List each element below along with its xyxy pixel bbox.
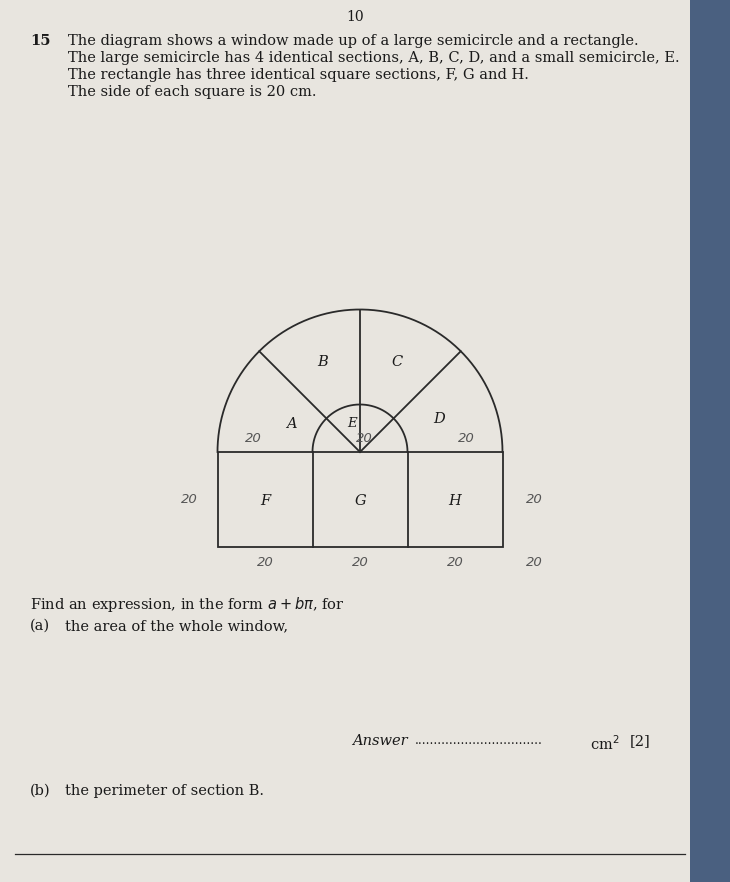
Text: C: C: [391, 355, 403, 370]
Text: D: D: [433, 412, 445, 426]
Text: 20: 20: [526, 493, 543, 506]
Text: The diagram shows a window made up of a large semicircle and a rectangle.: The diagram shows a window made up of a …: [68, 34, 639, 48]
Text: 20: 20: [526, 557, 543, 570]
Text: Find an expression, in the form $a + b\pi$, for: Find an expression, in the form $a + b\p…: [30, 595, 345, 614]
Bar: [690, 0, 730, 882]
Text: The rectangle has three identical square sections, F, G and H.: The rectangle has three identical square…: [68, 68, 529, 82]
Text: (b): (b): [30, 784, 50, 798]
Text: 15: 15: [30, 34, 50, 48]
Text: H: H: [449, 495, 461, 508]
Text: the area of the whole window,: the area of the whole window,: [65, 619, 288, 633]
Text: B: B: [318, 355, 328, 370]
Text: the perimeter of section B.: the perimeter of section B.: [65, 784, 264, 798]
Text: The large semicircle has 4 identical sections, A, B, C, D, and a small semicircl: The large semicircle has 4 identical sec…: [68, 51, 680, 65]
Text: A: A: [286, 416, 297, 430]
Text: 20: 20: [181, 493, 198, 506]
Text: 20: 20: [352, 557, 369, 570]
Text: E: E: [347, 417, 357, 430]
Text: Answer: Answer: [352, 734, 407, 748]
Bar: [218, 452, 502, 547]
Text: 20: 20: [257, 557, 273, 570]
Text: [2]: [2]: [630, 734, 650, 748]
Text: The side of each square is 20 cm.: The side of each square is 20 cm.: [68, 85, 317, 99]
Text: cm$^2$: cm$^2$: [590, 734, 620, 752]
Text: G: G: [354, 495, 366, 508]
Text: (a): (a): [30, 619, 50, 633]
Text: .................................: .................................: [415, 734, 543, 747]
Text: 10: 10: [346, 10, 364, 24]
Text: 20: 20: [356, 431, 372, 445]
Text: 20: 20: [245, 431, 262, 445]
Text: 20: 20: [458, 431, 474, 445]
Text: F: F: [260, 495, 270, 508]
Text: 20: 20: [447, 557, 464, 570]
